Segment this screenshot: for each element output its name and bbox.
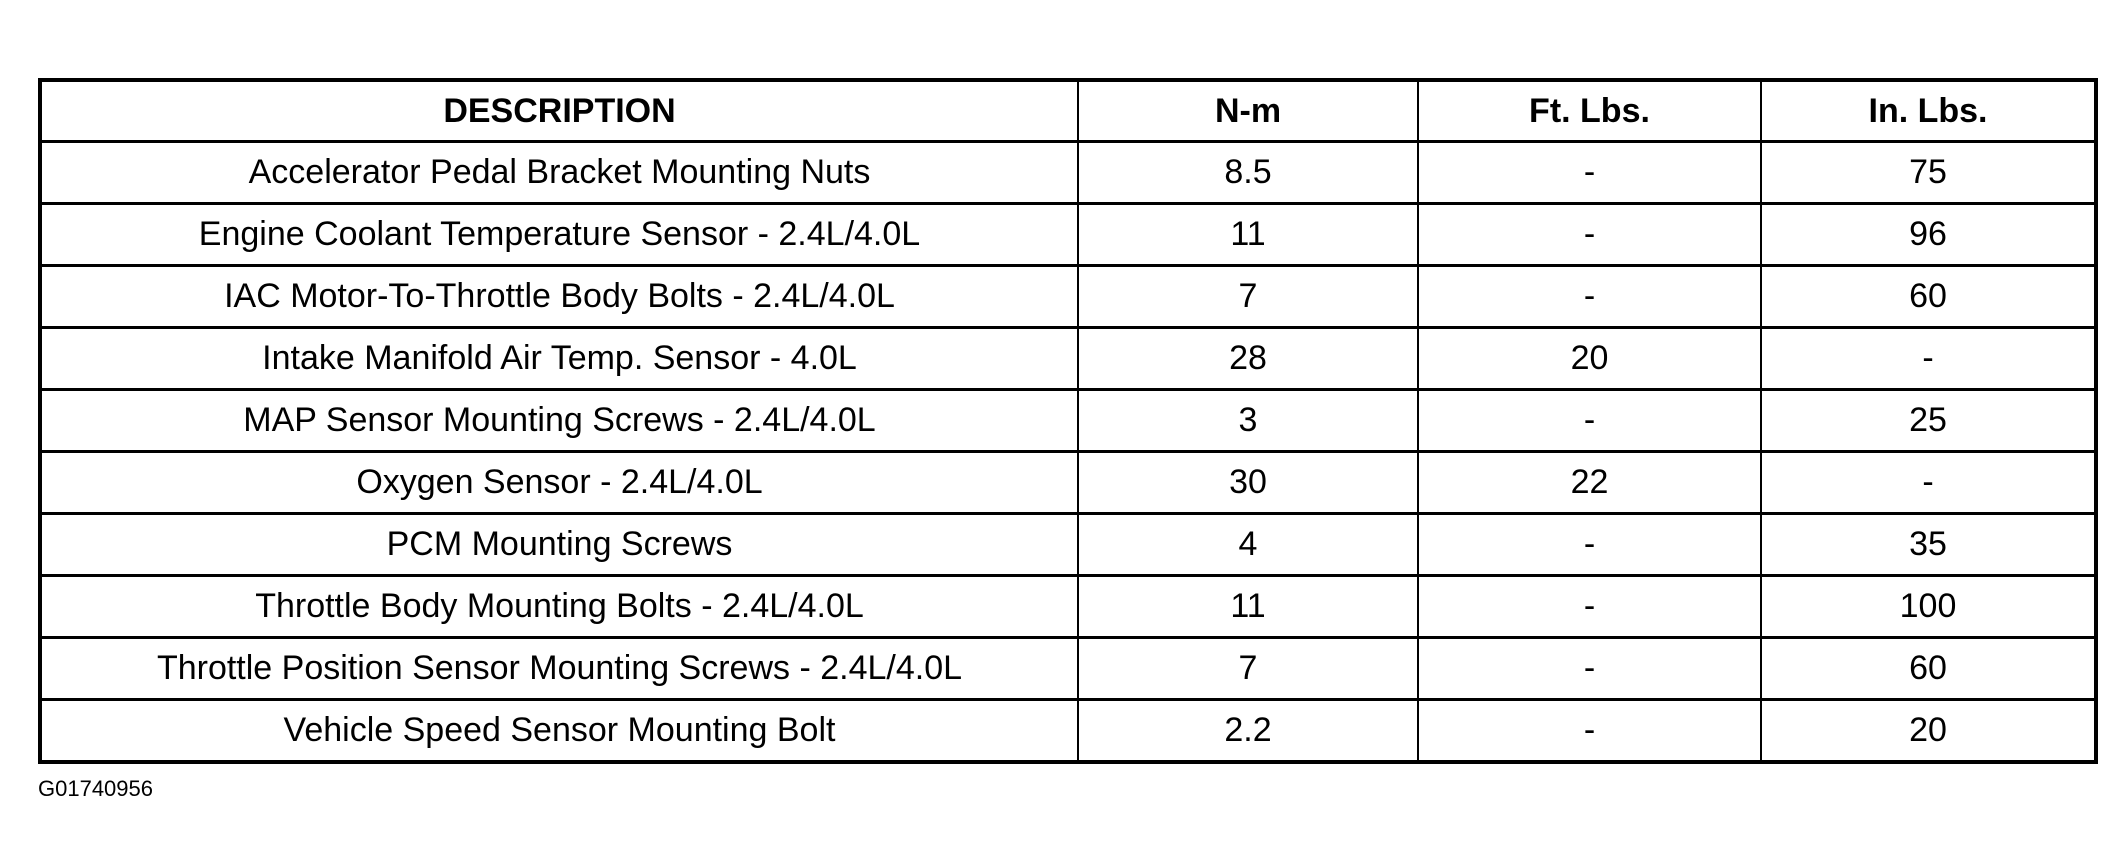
cell-ft-lbs: - bbox=[1417, 698, 1762, 763]
table-row: Throttle Body Mounting Bolts - 2.4L/4.0L… bbox=[39, 574, 2097, 639]
table-row: PCM Mounting Screws 4-35 bbox=[39, 512, 2097, 577]
cell-description: PCM Mounting Screws bbox=[39, 512, 1079, 577]
table-row: MAP Sensor Mounting Screws - 2.4L/4.0L 3-… bbox=[39, 388, 2097, 453]
cell-description: Vehicle Speed Sensor Mounting Bolt bbox=[39, 698, 1079, 763]
cell-ft-lbs: 22 bbox=[1417, 450, 1762, 515]
cell-nm: 7 bbox=[1077, 636, 1419, 701]
table-row: Engine Coolant Temperature Sensor - 2.4L… bbox=[39, 202, 2097, 267]
cell-description: MAP Sensor Mounting Screws - 2.4L/4.0L bbox=[39, 388, 1079, 453]
cell-nm: 11 bbox=[1077, 574, 1419, 639]
cell-description: IAC Motor-To-Throttle Body Bolts - 2.4L/… bbox=[39, 264, 1079, 329]
cell-nm: 11 bbox=[1077, 202, 1419, 267]
cell-description: Throttle Body Mounting Bolts - 2.4L/4.0L bbox=[39, 574, 1079, 639]
header-row: DESCRIPTION N-m Ft. Lbs. In. Lbs. bbox=[39, 79, 2097, 143]
cell-nm: 2.2 bbox=[1077, 698, 1419, 763]
cell-nm: 3 bbox=[1077, 388, 1419, 453]
torque-specifications-table: DESCRIPTION N-m Ft. Lbs. In. Lbs. Accele… bbox=[38, 78, 2098, 764]
cell-in-lbs: 35 bbox=[1760, 512, 2097, 577]
cell-nm: 8.5 bbox=[1077, 140, 1419, 205]
cell-description: Oxygen Sensor - 2.4L/4.0L bbox=[39, 450, 1079, 515]
cell-ft-lbs: - bbox=[1417, 140, 1762, 205]
header-nm: N-m bbox=[1077, 79, 1419, 143]
cell-in-lbs: - bbox=[1760, 450, 2097, 515]
cell-ft-lbs: - bbox=[1417, 264, 1762, 329]
cell-nm: 4 bbox=[1077, 512, 1419, 577]
cell-in-lbs: - bbox=[1760, 326, 2097, 391]
header-in-lbs: In. Lbs. bbox=[1760, 79, 2097, 143]
cell-description: Engine Coolant Temperature Sensor - 2.4L… bbox=[39, 202, 1079, 267]
table-row: Intake Manifold Air Temp. Sensor - 4.0L 2… bbox=[39, 326, 2097, 391]
cell-nm: 30 bbox=[1077, 450, 1419, 515]
cell-ft-lbs: - bbox=[1417, 388, 1762, 453]
cell-in-lbs: 96 bbox=[1760, 202, 2097, 267]
header-description: DESCRIPTION bbox=[39, 79, 1079, 143]
cell-description: Intake Manifold Air Temp. Sensor - 4.0L bbox=[39, 326, 1079, 391]
cell-ft-lbs: - bbox=[1417, 202, 1762, 267]
table-row: Vehicle Speed Sensor Mounting Bolt 2.2-20 bbox=[39, 698, 2097, 763]
figure-id: G01740956 bbox=[38, 776, 153, 801]
cell-in-lbs: 60 bbox=[1760, 264, 2097, 329]
cell-in-lbs: 75 bbox=[1760, 140, 2097, 205]
header-ft-lbs: Ft. Lbs. bbox=[1417, 79, 1762, 143]
cell-description: Accelerator Pedal Bracket Mounting Nuts bbox=[39, 140, 1079, 205]
cell-nm: 28 bbox=[1077, 326, 1419, 391]
table-row: Oxygen Sensor - 2.4L/4.0L 30 22- bbox=[39, 450, 2097, 515]
cell-ft-lbs: - bbox=[1417, 636, 1762, 701]
table-row: Throttle Position Sensor Mounting Screws… bbox=[39, 636, 2097, 701]
cell-ft-lbs: - bbox=[1417, 512, 1762, 577]
cell-in-lbs: 100 bbox=[1760, 574, 2097, 639]
cell-in-lbs: 20 bbox=[1760, 698, 2097, 763]
table-row: IAC Motor-To-Throttle Body Bolts - 2.4L/… bbox=[39, 264, 2097, 329]
cell-in-lbs: 25 bbox=[1760, 388, 2097, 453]
cell-in-lbs: 60 bbox=[1760, 636, 2097, 701]
table-row: Accelerator Pedal Bracket Mounting Nuts 8… bbox=[39, 140, 2097, 205]
cell-description: Throttle Position Sensor Mounting Screws… bbox=[39, 636, 1079, 701]
cell-nm: 7 bbox=[1077, 264, 1419, 329]
cell-ft-lbs: - bbox=[1417, 574, 1762, 639]
cell-ft-lbs: 20 bbox=[1417, 326, 1762, 391]
